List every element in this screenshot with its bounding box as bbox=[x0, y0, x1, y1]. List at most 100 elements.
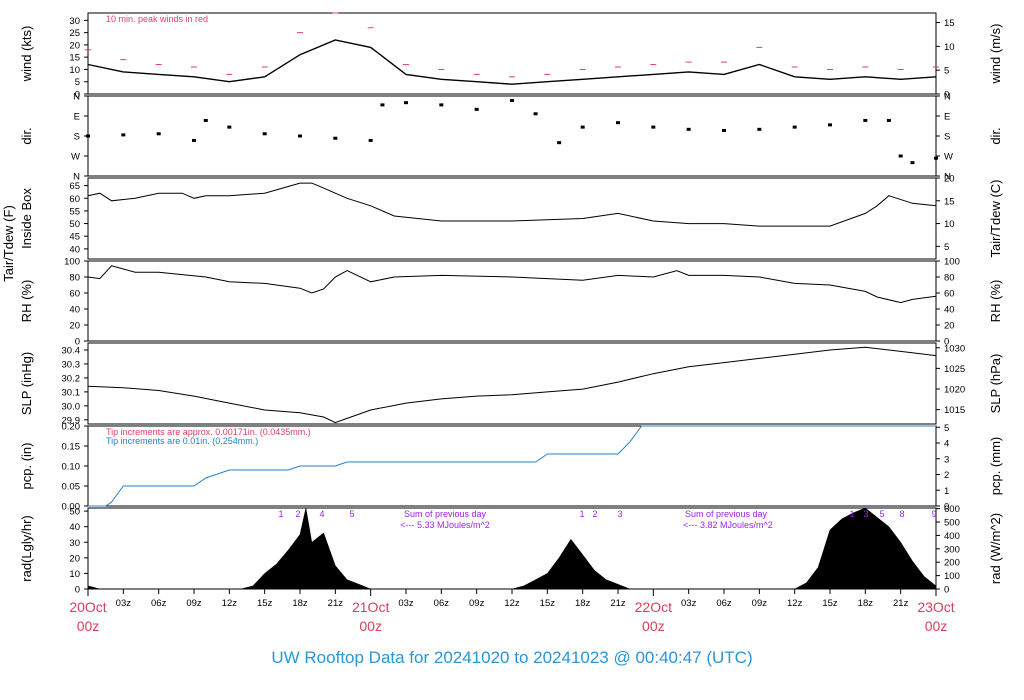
rad-marker: 1 bbox=[579, 509, 584, 519]
y-tick-label-right: 10 bbox=[944, 219, 955, 230]
y-axis-label: RH (%) bbox=[19, 280, 34, 323]
dir-point bbox=[333, 136, 338, 140]
panel-frame bbox=[87, 507, 937, 590]
y-axis-label-right: wind (m/s) bbox=[988, 24, 1003, 85]
rad-marker: 3 bbox=[617, 509, 622, 519]
panel-frame bbox=[87, 260, 937, 342]
y-tick-label: 20 bbox=[69, 321, 80, 332]
x-tick-label: 09z bbox=[752, 598, 768, 609]
dir-point bbox=[757, 127, 762, 131]
x-tick-label: 15z bbox=[822, 598, 838, 609]
x-tick-label: 12z bbox=[222, 598, 238, 609]
y-tick-label-right: 300 bbox=[944, 544, 960, 555]
x-day-label: 21Oct bbox=[352, 599, 389, 615]
y-tick-label: 0.15 bbox=[62, 442, 81, 453]
panel-frame bbox=[87, 342, 937, 425]
x-day-label: 20Oct bbox=[69, 599, 106, 615]
y-tick-label: 30.1 bbox=[62, 387, 81, 398]
y-tick-label: 0 bbox=[75, 337, 80, 348]
x-tick-label: 21z bbox=[893, 598, 909, 609]
y-tick-label: 40 bbox=[69, 244, 80, 255]
page-title: UW Rooftop Data for 20241020 to 20241023… bbox=[271, 648, 753, 667]
panel-dir bbox=[84, 95, 940, 177]
panel-slp bbox=[84, 342, 940, 425]
y-axis-label: SLP (inHg) bbox=[19, 352, 34, 415]
y-tick-label-right: 5 bbox=[944, 66, 949, 77]
y-axis-label-outer: Tair/Tdew (F) bbox=[1, 205, 16, 282]
y-tick-label: 45 bbox=[69, 232, 80, 243]
y-tick-label-right: 5 bbox=[944, 242, 949, 253]
dir-point bbox=[404, 101, 408, 105]
y-tick-label: 25 bbox=[69, 28, 80, 39]
pcp-line bbox=[88, 425, 936, 507]
x-tick-label: 12z bbox=[787, 598, 803, 609]
y-axis-label-right: pcp. (mm) bbox=[988, 437, 1003, 496]
y-tick-label: E bbox=[74, 112, 80, 123]
dir-point bbox=[192, 138, 196, 142]
dir-point bbox=[616, 121, 620, 125]
y-tick-label-right: W bbox=[944, 152, 953, 163]
x-tick-label: 18z bbox=[575, 598, 591, 609]
x-day-hour-label: 00z bbox=[359, 618, 382, 634]
rad-marker: 2 bbox=[592, 509, 597, 519]
y-tick-label: 60 bbox=[69, 289, 80, 300]
y-tick-label: 20 bbox=[69, 553, 80, 564]
dir-point bbox=[368, 138, 373, 142]
y-tick-label: 15 bbox=[69, 53, 80, 64]
panel-frame bbox=[87, 95, 937, 177]
x-tick-label: 18z bbox=[858, 598, 874, 609]
rad-marker: 3 bbox=[863, 509, 868, 519]
y-tick-label: N bbox=[73, 172, 80, 183]
rad-marker: 5 bbox=[349, 509, 354, 519]
rad-marker: 1 bbox=[849, 509, 854, 519]
dir-point bbox=[121, 133, 126, 137]
y-tick-label: 0.05 bbox=[62, 482, 81, 493]
y-tick-label-right: 1015 bbox=[944, 405, 965, 416]
y-tick-label: 100 bbox=[64, 257, 80, 268]
panel-rad bbox=[84, 507, 940, 590]
y-tick-label-right: 20 bbox=[944, 174, 955, 185]
y-tick-label: 10 bbox=[69, 65, 80, 76]
pcp-annotation-2: Tip increments are 0.01in. (0.254mm.) bbox=[106, 436, 258, 446]
rad-sum-1-value: <--- 5.33 MJoules/m^2 bbox=[400, 520, 490, 530]
y-tick-label: 30 bbox=[69, 16, 80, 27]
y-tick-label-right: 3 bbox=[944, 454, 949, 465]
pcp-annotation-1: Tip increments are approx. 0.00171in. (0… bbox=[106, 427, 311, 437]
wind-annotation: 10 min. peak winds in red bbox=[106, 14, 208, 24]
temp-line bbox=[87, 182, 937, 227]
dir-point bbox=[156, 132, 161, 136]
x-day-label: 23Oct bbox=[917, 599, 954, 615]
x-tick-label: 21z bbox=[610, 598, 626, 609]
y-tick-label-right: 15 bbox=[944, 196, 955, 207]
dir-point bbox=[298, 134, 302, 138]
y-tick-label: 5 bbox=[75, 77, 80, 88]
y-tick-label: 55 bbox=[69, 206, 80, 217]
y-tick-label-right: 5 bbox=[944, 423, 949, 434]
panel-frame bbox=[87, 177, 937, 260]
rad-sum-2: Sum of previous day bbox=[685, 509, 768, 519]
dir-point bbox=[580, 125, 585, 129]
dir-point bbox=[262, 132, 267, 136]
y-tick-label-right: 60 bbox=[944, 289, 955, 300]
x-tick-label: 09z bbox=[469, 598, 485, 609]
y-tick-label: 0.20 bbox=[62, 422, 81, 433]
x-tick-label: 03z bbox=[681, 598, 697, 609]
dir-point bbox=[898, 154, 903, 158]
rad-marker: 2 bbox=[295, 509, 300, 519]
dir-point bbox=[380, 103, 385, 107]
y-tick-label: 50 bbox=[69, 507, 80, 518]
dir-point bbox=[203, 118, 208, 122]
y-tick-label: 0 bbox=[75, 90, 80, 101]
x-tick-label: 06z bbox=[716, 598, 732, 609]
y-tick-label-right: 1020 bbox=[944, 385, 965, 396]
y-tick-label: 50 bbox=[69, 219, 80, 230]
x-day-hour-label: 00z bbox=[642, 618, 665, 634]
y-tick-label: 10 bbox=[69, 569, 80, 580]
y-axis-label-right: rad (W/m^2) bbox=[988, 513, 1003, 584]
y-tick-label: W bbox=[71, 152, 80, 163]
rad-sum-2-value: <--- 3.82 MJoules/m^2 bbox=[683, 520, 773, 530]
y-tick-label-right: 0 bbox=[944, 337, 949, 348]
y-tick-label-right: 1 bbox=[944, 486, 949, 497]
y-tick-label: 65 bbox=[69, 181, 80, 192]
x-tick-label: 12z bbox=[504, 598, 520, 609]
